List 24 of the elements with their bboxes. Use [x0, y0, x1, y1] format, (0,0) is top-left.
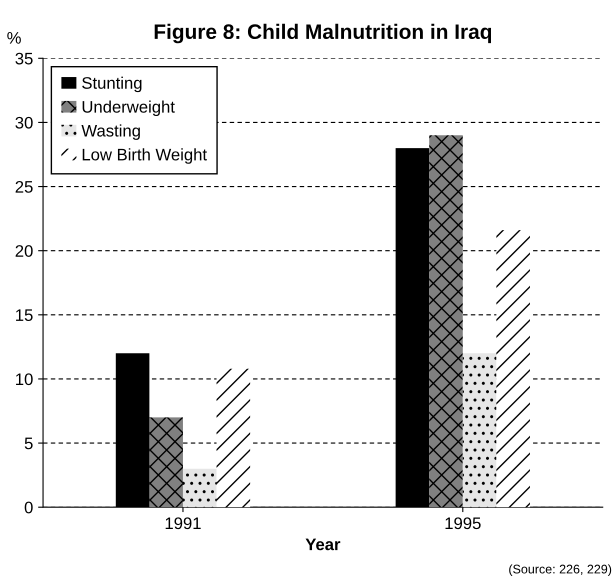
y-tick-label: 5: [24, 438, 33, 450]
bar: [496, 230, 530, 508]
bar: [149, 417, 183, 508]
bar: [182, 468, 217, 508]
y-tick-label: 0: [24, 502, 33, 514]
bar: [429, 135, 463, 508]
x-tick-label: 1991: [166, 517, 201, 530]
x-tick-label: 1995: [446, 517, 481, 530]
bar: [462, 353, 496, 508]
bar: [216, 368, 250, 508]
text: (Source: 226, 229): [509, 564, 612, 576]
y-tick-label: 15: [16, 309, 33, 322]
x-axis-title: Year: [306, 538, 340, 550]
y-tick-label: 25: [16, 180, 33, 193]
chart-title: Figure 8: Child Malnutrition in Iraq: [154, 24, 492, 44]
legend-label: Underweight: [82, 100, 175, 116]
y-tick-label: 20: [16, 245, 33, 257]
y-tick-label: 10: [16, 373, 33, 386]
legend-label: Low Birth Weight: [82, 148, 207, 164]
legend-label: Stunting: [82, 76, 142, 92]
y-tick-label: 35: [15, 52, 33, 65]
legend-label: Wasting: [81, 124, 140, 140]
y-tick-label: 30: [15, 116, 33, 129]
y-axis-title: %: [7, 32, 21, 44]
